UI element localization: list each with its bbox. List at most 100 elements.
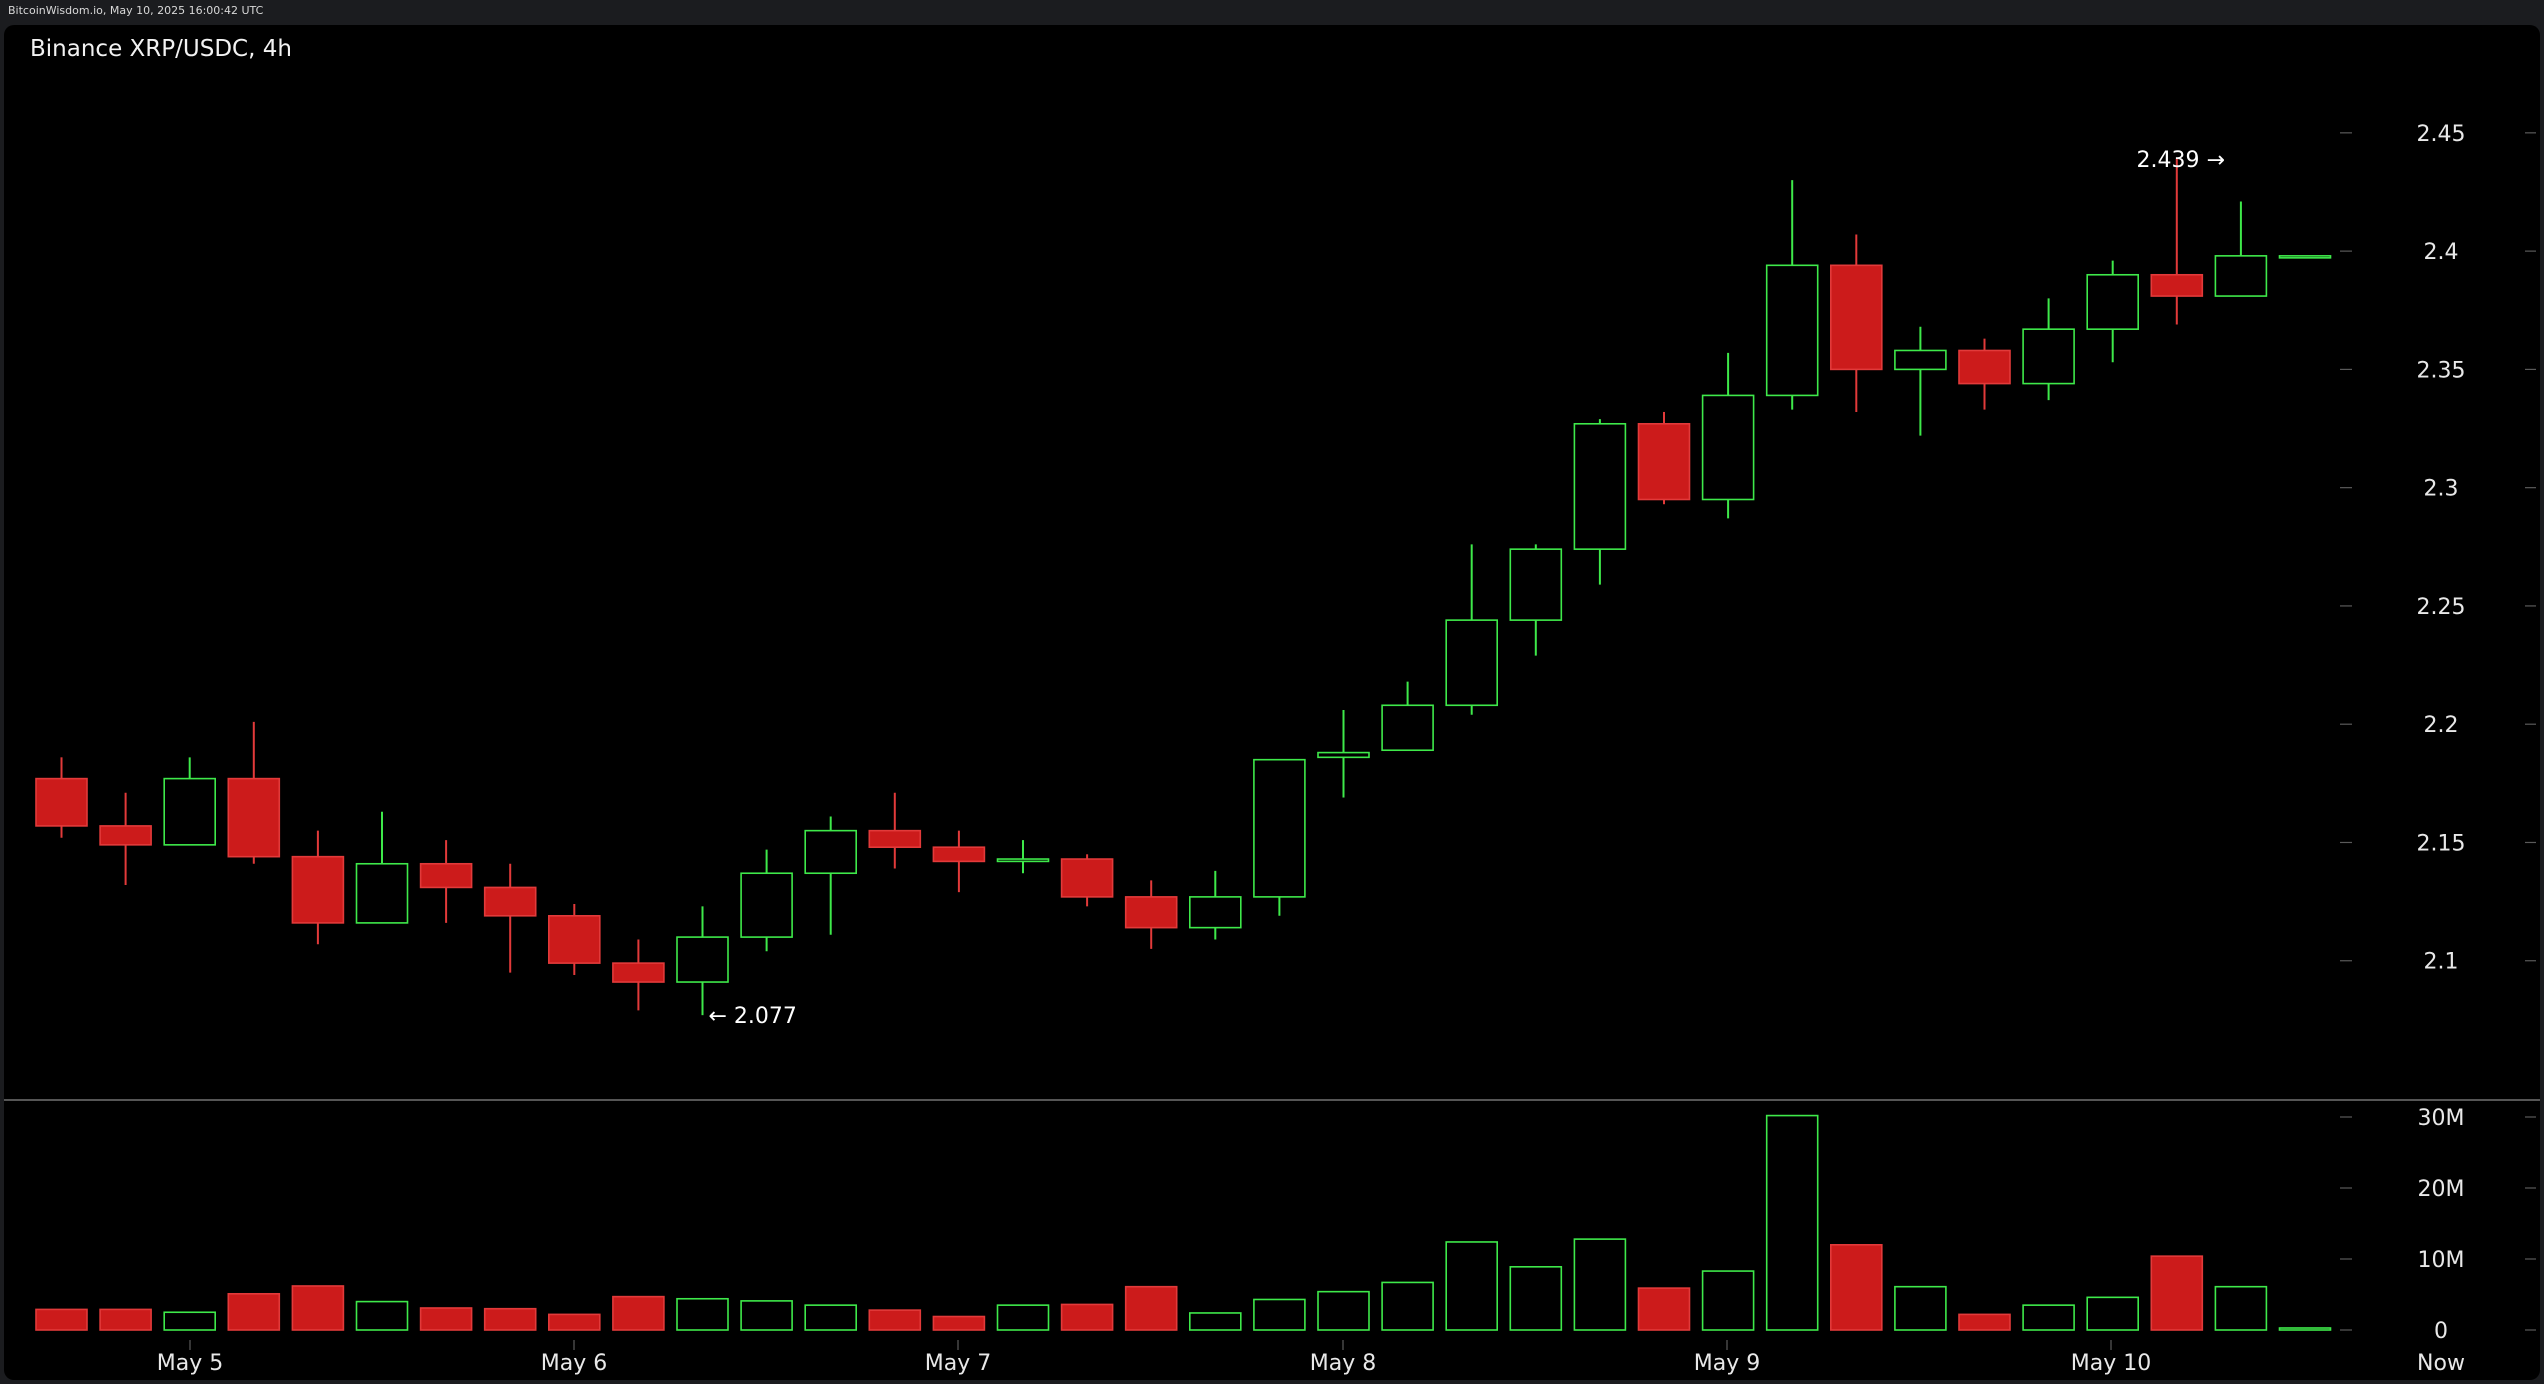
price-tick-label: 2.15	[2417, 831, 2466, 856]
time-tick-label: May 7	[925, 1351, 991, 1376]
price-tick-label: 2.25	[2417, 595, 2466, 620]
candle-body	[1573, 422, 1627, 550]
volume-bar	[996, 1304, 1050, 1331]
price-tick-label: 2.35	[2417, 358, 2466, 383]
price-tick-label: 2.1	[2424, 950, 2459, 975]
volume-bar	[1189, 1312, 1242, 1331]
volume-bar	[1958, 1313, 2011, 1331]
volume-bar	[1637, 1287, 1691, 1331]
volume-bar	[2150, 1255, 2204, 1331]
candle-body	[2214, 255, 2268, 297]
chart-title: Binance XRP/USDC, 4h	[30, 36, 292, 62]
volume-tick-label: 20M	[2418, 1177, 2465, 1202]
volume-bar	[2278, 1327, 2332, 1331]
candle-body	[355, 862, 409, 924]
volume-bar	[291, 1285, 345, 1331]
annotations: 2.439 → ← 2.077	[709, 148, 2225, 1029]
candle-body	[2150, 273, 2204, 297]
candle-body	[2278, 255, 2332, 259]
candle-body	[1381, 704, 1434, 752]
candle-body	[99, 825, 152, 846]
volume-tick-label: 10M	[2418, 1248, 2465, 1273]
candle-body	[1317, 751, 1370, 759]
volume-tick-label: 30M	[2418, 1106, 2465, 1131]
watermark: BitcoinWisdom.io, May 10, 2025 16:00:42 …	[8, 4, 264, 17]
volume-bar	[1573, 1238, 1627, 1331]
volume-bar	[2086, 1296, 2139, 1331]
price-tick-label: 2.2	[2424, 713, 2459, 738]
volume-bar	[419, 1307, 473, 1331]
candle-body	[1445, 619, 1498, 707]
candle-body	[868, 829, 922, 849]
volume-bar	[227, 1292, 281, 1331]
volume-bar	[1830, 1244, 1883, 1331]
candle-body	[1189, 896, 1242, 929]
volume-bar	[1894, 1285, 1947, 1331]
time-tick-label: Now	[2417, 1351, 2465, 1376]
candle-body	[932, 846, 986, 863]
candle-body	[676, 936, 729, 983]
candle-body	[419, 862, 473, 889]
candle-body	[1765, 264, 1819, 397]
candle-body	[35, 777, 88, 827]
low-price-annotation: ← 2.077	[709, 1004, 797, 1029]
candle-body	[740, 872, 793, 938]
candle-body	[1509, 548, 1563, 621]
time-tick-label: May 6	[541, 1351, 607, 1376]
candle-body	[996, 858, 1050, 863]
volume-bar	[868, 1309, 922, 1331]
volume-bar	[1701, 1270, 1755, 1331]
volume-bar	[2214, 1285, 2268, 1331]
chart-frame	[4, 25, 2540, 1380]
time-tick-label: May 10	[2071, 1351, 2151, 1376]
volume-bar	[1317, 1290, 1370, 1331]
candle-body	[2022, 328, 2075, 385]
candle-body	[2086, 273, 2139, 330]
volume-bar	[804, 1304, 858, 1331]
volume-bar	[1060, 1303, 1114, 1331]
time-tick-label: May 8	[1310, 1351, 1376, 1376]
volume-bar	[1765, 1114, 1819, 1331]
candle-body	[1894, 349, 1947, 371]
candle-body	[227, 777, 281, 858]
candle-body	[1060, 858, 1114, 898]
candle-body	[1253, 758, 1306, 898]
volume-bar	[483, 1307, 537, 1331]
candle-body	[612, 962, 665, 983]
volume-bar	[1253, 1298, 1306, 1331]
volume-bar	[612, 1295, 665, 1331]
volume-bar	[740, 1300, 793, 1331]
candle-body	[1958, 349, 2011, 385]
volume-bar	[932, 1315, 986, 1331]
volume-bar	[163, 1311, 216, 1331]
volume-bars	[35, 1114, 2332, 1331]
volume-bar	[99, 1308, 152, 1331]
volume-tick-label: 0	[2434, 1319, 2448, 1344]
price-tick-label: 2.4	[2424, 240, 2459, 265]
candle-body	[1701, 394, 1755, 501]
price-tick-label: 2.3	[2424, 477, 2459, 502]
volume-bar	[1124, 1285, 1178, 1331]
volume-bar	[1445, 1241, 1498, 1331]
time-tick-label: May 9	[1694, 1351, 1760, 1376]
candles	[35, 158, 2332, 1016]
candle-body	[1637, 422, 1691, 501]
volume-bar	[35, 1308, 88, 1331]
volume-bar	[676, 1297, 729, 1331]
candle-body	[1830, 264, 1883, 371]
volume-bar	[2022, 1304, 2075, 1331]
volume-bar	[355, 1300, 409, 1331]
candle-body	[163, 777, 216, 846]
price-tick-label: 2.45	[2417, 122, 2466, 147]
time-tick-label: May 5	[157, 1351, 223, 1376]
candle-body	[547, 915, 601, 964]
candle-body	[483, 886, 537, 917]
price-axis: 2.45 2.4 2.35 2.3 2.25 2.2 2.15 2.1	[2340, 122, 2536, 975]
high-price-annotation: 2.439 →	[2136, 148, 2224, 173]
volume-bar	[547, 1313, 601, 1331]
candle-body	[1124, 896, 1178, 929]
volume-axis: 30M 20M 10M 0	[2340, 1106, 2536, 1344]
volume-bar	[1381, 1281, 1434, 1331]
